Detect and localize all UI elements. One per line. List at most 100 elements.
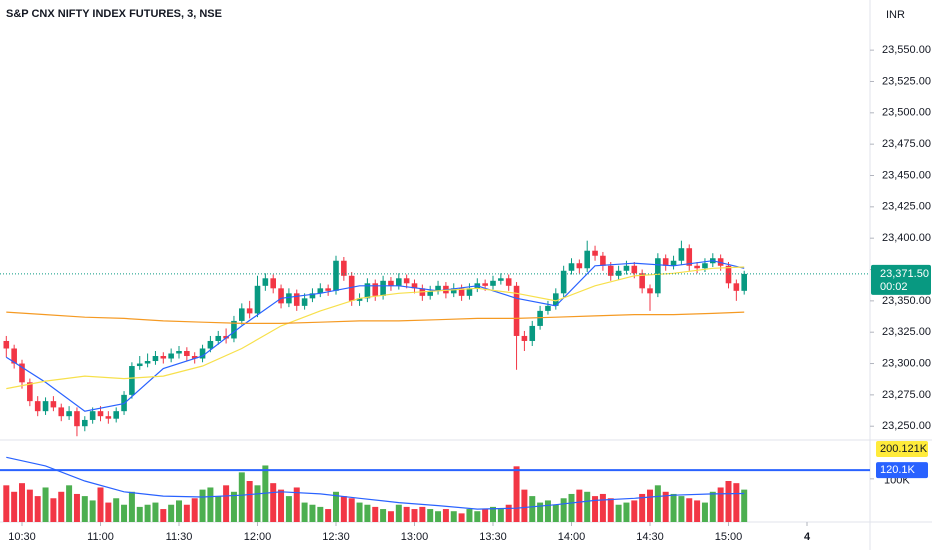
volume-level-label: 200.121K [880, 443, 928, 455]
x-tick-label: 11:00 [87, 531, 114, 543]
volume-bar [254, 485, 261, 522]
volume-bar [113, 498, 120, 522]
currency[interactable]: INR [886, 9, 905, 21]
volume-bar [552, 504, 559, 522]
volume-bar [741, 489, 748, 522]
volume-bar [73, 493, 80, 522]
volume-bar [639, 493, 646, 522]
candle-body [623, 265, 630, 271]
volume-bar [474, 511, 481, 522]
candle-body [58, 407, 65, 417]
volume-bar [599, 493, 606, 522]
candle-body [521, 335, 528, 341]
volume-bar [694, 500, 701, 522]
candle-body [129, 366, 135, 395]
volume-bar [105, 502, 112, 522]
candle-body [113, 411, 119, 419]
candle-body [356, 298, 363, 301]
candle-body [411, 283, 418, 289]
volume-bar [435, 511, 442, 522]
candle-body [702, 263, 708, 269]
volume-bar [301, 502, 308, 522]
candle-body [686, 248, 693, 266]
last-price-box [871, 264, 931, 295]
candle-body [105, 416, 112, 419]
volume-bar [427, 509, 434, 522]
candle-body [254, 285, 261, 314]
candle-body [34, 401, 41, 412]
volume-bar [278, 489, 285, 522]
candle-body [348, 275, 355, 301]
volume-bar [372, 506, 379, 522]
volume-bar [419, 506, 426, 522]
candle-body [239, 308, 245, 321]
x-tick-label: 11:30 [166, 531, 193, 543]
candle-body [505, 278, 512, 286]
candle-body [655, 258, 661, 294]
y-tick-label: 23,275.00 [882, 389, 931, 401]
volume-bar [42, 487, 49, 522]
volume-bar [223, 485, 230, 522]
candle-body [317, 288, 324, 294]
volume-bar [623, 502, 630, 522]
candle-body [490, 280, 496, 286]
candle-body [639, 273, 645, 289]
volume-bar [97, 487, 104, 522]
candle-body [89, 411, 96, 420]
volume-bar [411, 509, 418, 522]
volume-bar [647, 489, 653, 522]
volume-bar [560, 498, 567, 522]
candle-body [647, 288, 653, 294]
volume-bar [686, 498, 693, 522]
volume-bar [238, 472, 245, 522]
candle-body [333, 260, 339, 291]
candle-body [670, 260, 677, 266]
y-tick-label: 23,450.00 [882, 169, 931, 181]
volume-bar [50, 498, 57, 522]
candle-body [513, 285, 520, 336]
y-tick-label: 23,500.00 [882, 107, 931, 119]
volume-bar [356, 502, 363, 522]
candle-body [231, 320, 237, 339]
candle-body [615, 270, 622, 276]
candle-body [341, 260, 347, 276]
volume-bar [333, 491, 339, 522]
candle-body [42, 401, 49, 412]
volume-level-label: 120.1K [880, 464, 916, 476]
volume-bar [678, 496, 685, 522]
candle-body [278, 288, 284, 304]
candle-body [286, 293, 292, 304]
volume-bar [529, 496, 536, 522]
candle-body [50, 401, 57, 408]
last-price-label: 23,371.50 [880, 268, 929, 280]
volume-bar [537, 502, 544, 522]
y-tick-label: 23,350.00 [882, 295, 931, 307]
candle-body [215, 335, 222, 341]
candle-body [27, 382, 33, 402]
volume-bar [230, 491, 237, 522]
y-tick-label: 23,325.00 [882, 326, 931, 338]
volume-bar [505, 504, 512, 522]
candle-body [678, 248, 685, 261]
candle-body [435, 285, 441, 291]
candle-body [537, 310, 543, 326]
candle-body [66, 411, 72, 417]
x-tick-label: 12:00 [244, 531, 272, 543]
volume-bar [654, 485, 661, 522]
candle-body [388, 280, 394, 286]
volume-bar [584, 491, 591, 522]
volume-bar [81, 496, 88, 522]
candle-body [545, 305, 551, 311]
volume-bar [544, 500, 551, 522]
candle-body [246, 308, 253, 314]
volume-bar [615, 504, 622, 522]
price-pane [0, 240, 870, 437]
volume-bar [513, 466, 520, 522]
y-tick-label: 23,250.00 [882, 420, 931, 432]
candle-body [560, 270, 567, 294]
candle-body [427, 290, 433, 296]
candle-body [270, 278, 276, 289]
volume-bar [340, 496, 347, 522]
x-tick-label: 15:00 [715, 531, 743, 543]
volume-bar [152, 502, 159, 522]
